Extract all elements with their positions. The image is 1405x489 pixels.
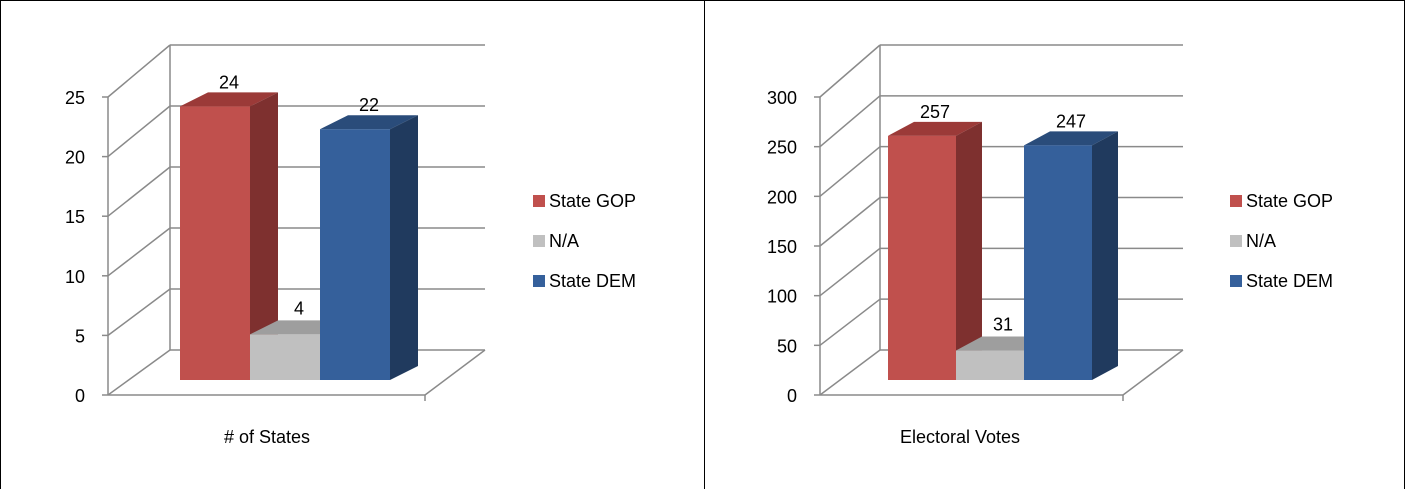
legend-label-n-a: N/A — [549, 231, 579, 251]
bar-n-a — [250, 334, 320, 380]
table-top-border — [0, 0, 1405, 1]
bar-side-state-dem — [390, 115, 418, 380]
bar-state-dem — [320, 129, 390, 380]
y-tick-label: 100 — [767, 287, 797, 307]
legend-label-state-dem: State DEM — [549, 271, 636, 291]
states-chart: 0 5 10 15 20 25 24 4 22 # of States State GOP N/A St… — [65, 44, 636, 447]
bar-side-state-dem — [1092, 131, 1118, 380]
data-label-state-gop: 24 — [219, 72, 239, 92]
bar-state-dem — [1024, 145, 1092, 380]
legend-swatch-state-gop — [533, 195, 545, 207]
legend-swatch-state-dem — [533, 275, 545, 287]
y-tick-label: 10 — [65, 267, 85, 287]
gridline-side — [819, 95, 881, 148]
bar-top-state-dem — [1024, 131, 1118, 146]
y-tick-label: 20 — [65, 148, 85, 168]
gridline-side — [819, 349, 881, 396]
gridline-side — [107, 288, 171, 337]
bar-top-state-dem — [320, 115, 418, 130]
bar-state-gop — [888, 135, 956, 380]
legend-swatch-n-a — [1230, 235, 1242, 247]
y-tick-label: 25 — [65, 88, 85, 108]
x-axis-label: Electoral Votes — [900, 427, 1020, 447]
gridline-side — [107, 166, 171, 217]
bar-state-gop — [180, 106, 250, 381]
floor-right-edge — [424, 349, 486, 396]
legend-label-n-a: N/A — [1246, 231, 1276, 251]
bar-side-state-gop — [956, 121, 982, 380]
y-tick-label: 150 — [767, 237, 797, 257]
gridline-side — [107, 44, 171, 98]
legend-swatch-n-a — [533, 235, 545, 247]
chart-cell-states: 0 5 10 15 20 25 24 4 22 # of States State GOP N/A St… — [64, 44, 637, 447]
data-label-n-a: 31 — [993, 315, 1013, 335]
table-left-border — [0, 0, 1, 489]
y-tick-label: 5 — [75, 326, 85, 346]
gridline-side — [107, 227, 171, 277]
y-tick-label: 50 — [777, 336, 797, 356]
bar-n-a — [956, 350, 1024, 380]
y-tick-label: 200 — [767, 187, 797, 207]
chart-cell-electoral-votes: 0 50 100 150 200 250 300 257 31 247 Electoral Vote… — [705, 0, 1405, 489]
gridline-side — [819, 44, 881, 98]
legend-label-state-gop: State GOP — [1246, 191, 1333, 211]
legend-label-state-dem: State DEM — [1246, 271, 1333, 291]
y-tick-label: 0 — [75, 386, 85, 406]
gridline-side — [819, 146, 881, 197]
floor-right-edge — [1122, 349, 1184, 396]
data-label-n-a: 4 — [294, 298, 304, 318]
bar-top-state-gop — [180, 92, 278, 107]
gridline-side — [819, 298, 881, 346]
legend-swatch-state-gop — [1230, 195, 1242, 207]
y-tick-label: 300 — [767, 88, 797, 108]
gridline-side — [107, 349, 171, 396]
y-tick-label: 15 — [65, 207, 85, 227]
x-axis-label: # of States — [224, 427, 310, 447]
bar-side-state-gop — [250, 92, 278, 381]
bar-top-state-gop — [888, 121, 982, 136]
electoral-votes-chart: 0 50 100 150 200 250 300 257 31 247 Electoral Vote… — [767, 44, 1333, 447]
gridline-side — [819, 247, 881, 297]
table-middle-border — [704, 0, 705, 489]
data-label-state-dem: 22 — [359, 95, 379, 115]
y-tick-label: 250 — [767, 138, 797, 158]
legend-swatch-state-dem — [1230, 275, 1242, 287]
data-label-state-dem: 247 — [1056, 111, 1086, 131]
data-label-state-gop: 257 — [920, 102, 950, 122]
y-tick-label: 0 — [787, 386, 797, 406]
legend-label-state-gop: State GOP — [549, 191, 636, 211]
gridline-side — [107, 105, 171, 158]
gridline-side — [819, 196, 881, 247]
